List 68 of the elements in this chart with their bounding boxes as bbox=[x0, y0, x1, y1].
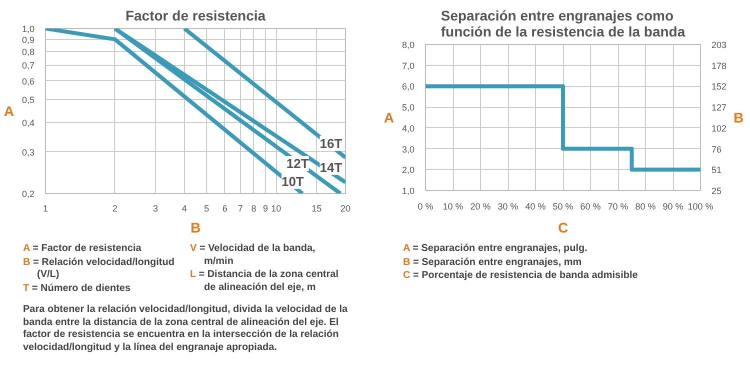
x-axis-title: C bbox=[558, 220, 568, 236]
chart-title: Separación entre engranajes como función de la resistencia de la banda bbox=[440, 8, 686, 40]
y-tick-label: 1,0 bbox=[22, 24, 35, 34]
x-tick-label: 90 % bbox=[662, 202, 684, 212]
x-tick-label: 50 % bbox=[552, 202, 574, 212]
text: B = Separación entre engranajes, mm bbox=[403, 256, 583, 269]
text: A = Separación entre engranajes, pulg. bbox=[403, 243, 588, 256]
y2-tick-label: 152 bbox=[712, 82, 727, 92]
y2-tick-label: 51 bbox=[712, 165, 722, 176]
y-tick-label: 0,8 bbox=[22, 46, 35, 57]
text: C = Porcentaje de resistencia de banda admisible bbox=[403, 270, 639, 282]
text: Para obtener la relación velocidad/longitud, divida la velocidad de la banda entre la distancia de la zona central de alineación del eje. El factor de resistencia se encuentra en la intersección de la relación velocidad/longitud y la línea del engranaje apropiada. bbox=[23, 304, 349, 354]
x-tick-label: 0 % bbox=[418, 202, 434, 212]
y-tick-label: 0,4 bbox=[22, 118, 35, 128]
y2-tick-label: 102 bbox=[712, 123, 727, 134]
y-tick-label: 7,0 bbox=[402, 60, 415, 71]
x-tick-label: 100 % bbox=[688, 202, 714, 212]
text: B = Relación velocidad/longitud (V/L) bbox=[23, 256, 176, 282]
y-tick-label: 0,5 bbox=[22, 95, 35, 106]
x-tick-label: 10 bbox=[271, 204, 282, 214]
x-tick-label: 6 bbox=[222, 204, 228, 214]
y-tick-label: 0,3 bbox=[22, 147, 35, 158]
y-tick-label: 1,0 bbox=[402, 186, 415, 196]
x-tick-label: 30 % bbox=[498, 202, 518, 212]
y-tick-label: 8,0 bbox=[402, 40, 415, 50]
x-axis-title: B bbox=[190, 220, 201, 236]
y2-tick-label: 76 bbox=[712, 144, 722, 154]
y-tick-label: 4,0 bbox=[402, 123, 415, 134]
y2-tick-label: 203 bbox=[712, 40, 727, 50]
y-tick-label: 0,9 bbox=[22, 34, 35, 45]
y2-tick-label: 178 bbox=[712, 60, 727, 71]
x-tick-label: 60 % bbox=[580, 202, 601, 212]
y-tick-label: 5,0 bbox=[402, 102, 415, 113]
x-tick-label: 80 % bbox=[635, 202, 656, 212]
text: T = Número de dientes bbox=[23, 282, 132, 295]
x-tick-label: 15 bbox=[312, 204, 322, 214]
y-tick-label: 0,6 bbox=[22, 76, 35, 86]
x-tick-label: 3 bbox=[153, 204, 158, 214]
annotation: 14T bbox=[320, 160, 342, 175]
y2-tick-label: 127 bbox=[712, 102, 727, 113]
x-tick-label: 8 bbox=[251, 204, 256, 214]
text: A = Factor de resistencia bbox=[23, 243, 142, 256]
x-tick-label: 1 bbox=[42, 204, 48, 214]
x-tick-label: 5 bbox=[204, 204, 210, 214]
x-tick-label: 20 bbox=[340, 204, 351, 214]
text: V = Velocidad de la banda, m/min bbox=[190, 243, 316, 268]
y-axis-title: A bbox=[4, 103, 14, 119]
y2-axis-title: B bbox=[734, 110, 744, 126]
text: L = Distancia de la zona central de alineación del eje, m bbox=[190, 269, 340, 294]
annotation: 10T bbox=[281, 174, 304, 189]
x-tick-label: 40 % bbox=[525, 202, 546, 212]
y2-tick-label: 25 bbox=[712, 186, 722, 196]
x-tick-label: 9 bbox=[263, 204, 268, 214]
y-tick-label: 0,7 bbox=[22, 60, 35, 71]
annotation: 12T bbox=[286, 156, 309, 171]
y-tick-label: 2,0 bbox=[402, 165, 415, 176]
y-axis-title: A bbox=[384, 110, 394, 126]
y-tick-label: 6,0 bbox=[402, 82, 415, 92]
x-tick-label: 70 % bbox=[608, 202, 628, 212]
x-tick-label: 20 % bbox=[470, 202, 491, 212]
x-tick-label: 2 bbox=[112, 204, 118, 214]
chart-title: Factor de resistencia bbox=[125, 8, 266, 24]
x-tick-label: 10 % bbox=[442, 202, 464, 212]
y-tick-label: 0,2 bbox=[22, 189, 35, 199]
y-tick-label: 3,0 bbox=[402, 144, 415, 154]
x-tick-label: 4 bbox=[182, 204, 187, 214]
annotation: 16T bbox=[320, 136, 342, 151]
x-tick-label: 7 bbox=[238, 204, 243, 214]
